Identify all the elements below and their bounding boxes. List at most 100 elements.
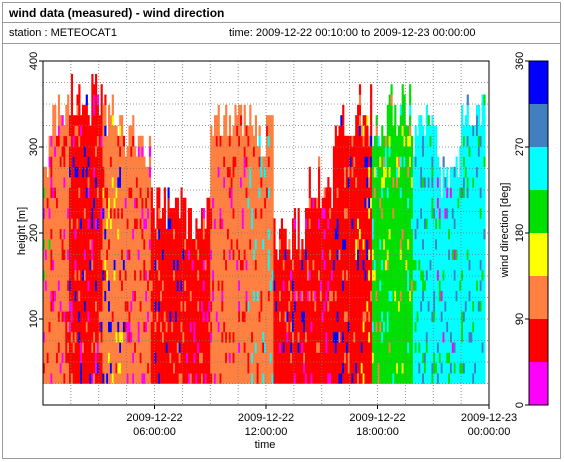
heatmap-cell — [52, 342, 55, 353]
heatmap-cell — [444, 342, 447, 353]
heatmap-cell — [82, 239, 85, 250]
heatmap-cell — [174, 197, 178, 209]
heatmap-cell — [275, 321, 278, 333]
heatmap-cell — [442, 331, 445, 343]
heatmap-cell — [271, 290, 274, 302]
heatmap-cell — [173, 249, 176, 260]
heatmap-cell — [292, 311, 295, 322]
heatmap-cell — [202, 311, 205, 322]
heatmap-cell — [163, 362, 166, 374]
heatmap-cell — [193, 321, 196, 333]
heatmap-cell — [63, 331, 66, 343]
heatmap-cell — [284, 342, 287, 353]
heatmap-cell — [433, 208, 436, 219]
heatmap-cell — [191, 249, 194, 260]
heatmap-cell — [345, 269, 349, 281]
heatmap-cell — [85, 331, 88, 343]
heatmap-cell — [236, 228, 239, 240]
heatmap-cell — [156, 280, 159, 291]
heatmap-cell — [167, 208, 170, 219]
heatmap-cell — [362, 197, 365, 209]
heatmap-cell — [403, 362, 406, 374]
heatmap-cell — [43, 342, 46, 353]
heatmap-cell — [104, 331, 107, 343]
heatmap-cell — [334, 249, 337, 260]
heatmap-cell — [148, 156, 152, 168]
heatmap-cell — [416, 259, 419, 271]
heatmap-cell — [331, 269, 334, 281]
heatmap-cell — [85, 125, 88, 137]
heatmap-cell — [375, 146, 378, 157]
heatmap-cell — [358, 228, 362, 240]
heatmap-cell — [76, 125, 79, 137]
heatmap-cell — [195, 342, 198, 353]
heatmap-cell — [303, 352, 306, 364]
heatmap-cell — [143, 280, 146, 291]
heatmap-cell — [366, 135, 369, 147]
heatmap-cell — [52, 300, 55, 312]
heatmap-cell — [176, 311, 179, 322]
heatmap-cell — [102, 197, 105, 209]
heatmap-cell — [184, 280, 187, 291]
heatmap-cell — [59, 362, 62, 374]
heatmap-cell — [383, 311, 386, 322]
heatmap-cell — [446, 373, 449, 384]
heatmap-cell — [145, 290, 148, 302]
heatmap-cell — [126, 228, 129, 240]
heatmap-cell — [433, 177, 436, 188]
heatmap-cell — [225, 177, 228, 188]
heatmap-cell — [420, 280, 423, 291]
heatmap-cell — [74, 187, 77, 199]
heatmap-cell — [221, 249, 224, 260]
heatmap-cell — [290, 342, 293, 353]
heatmap-cell — [448, 321, 451, 333]
heatmap-cell — [262, 362, 265, 374]
heatmap-cell — [264, 331, 267, 343]
heatmap-cell — [386, 125, 389, 137]
heatmap-cell — [87, 362, 90, 374]
heatmap-cell — [119, 300, 122, 312]
heatmap-cell — [147, 228, 150, 240]
heatmap-cell — [388, 352, 391, 364]
heatmap-cell — [429, 125, 432, 137]
heatmap-cell — [59, 352, 62, 364]
heatmap-cell — [319, 342, 323, 353]
heatmap-cell — [238, 208, 241, 219]
heatmap-cell — [264, 362, 267, 374]
heatmap-cell — [57, 311, 61, 322]
heatmap-cell — [357, 166, 360, 178]
heatmap-cell — [245, 135, 248, 147]
heatmap-cell — [332, 156, 336, 168]
heatmap-cell — [388, 249, 391, 260]
heatmap-cell — [384, 156, 388, 168]
heatmap-cell — [213, 280, 217, 291]
heatmap-cell — [357, 269, 360, 281]
heatmap-cell — [165, 342, 168, 353]
heatmap-cell — [423, 197, 427, 209]
heatmap-cell — [111, 321, 114, 333]
heatmap-cell — [420, 311, 423, 322]
heatmap-cell — [370, 373, 373, 384]
heatmap-cell — [223, 187, 226, 199]
heatmap-cell — [178, 228, 181, 240]
heatmap-cell — [370, 166, 373, 178]
heatmap-cell — [288, 373, 291, 384]
heatmap-cell — [266, 290, 269, 302]
heatmap-cell — [180, 280, 183, 291]
heatmap-cell — [338, 311, 341, 322]
heatmap-cell — [251, 166, 254, 178]
heatmap-cell — [427, 177, 430, 188]
heatmap-cell — [360, 125, 363, 137]
heatmap-cell — [407, 228, 410, 240]
heatmap-cell — [312, 321, 315, 333]
heatmap-cell — [119, 280, 122, 291]
heatmap-cell — [260, 187, 263, 199]
heatmap-cell — [74, 269, 77, 281]
heatmap-cell — [418, 259, 421, 271]
heatmap-cell — [286, 249, 289, 260]
heatmap-cell — [414, 239, 417, 250]
heatmap-cell — [375, 187, 378, 199]
heatmap-cell — [321, 218, 324, 229]
heatmap-cell — [249, 269, 252, 281]
heatmap-cell — [306, 321, 310, 333]
